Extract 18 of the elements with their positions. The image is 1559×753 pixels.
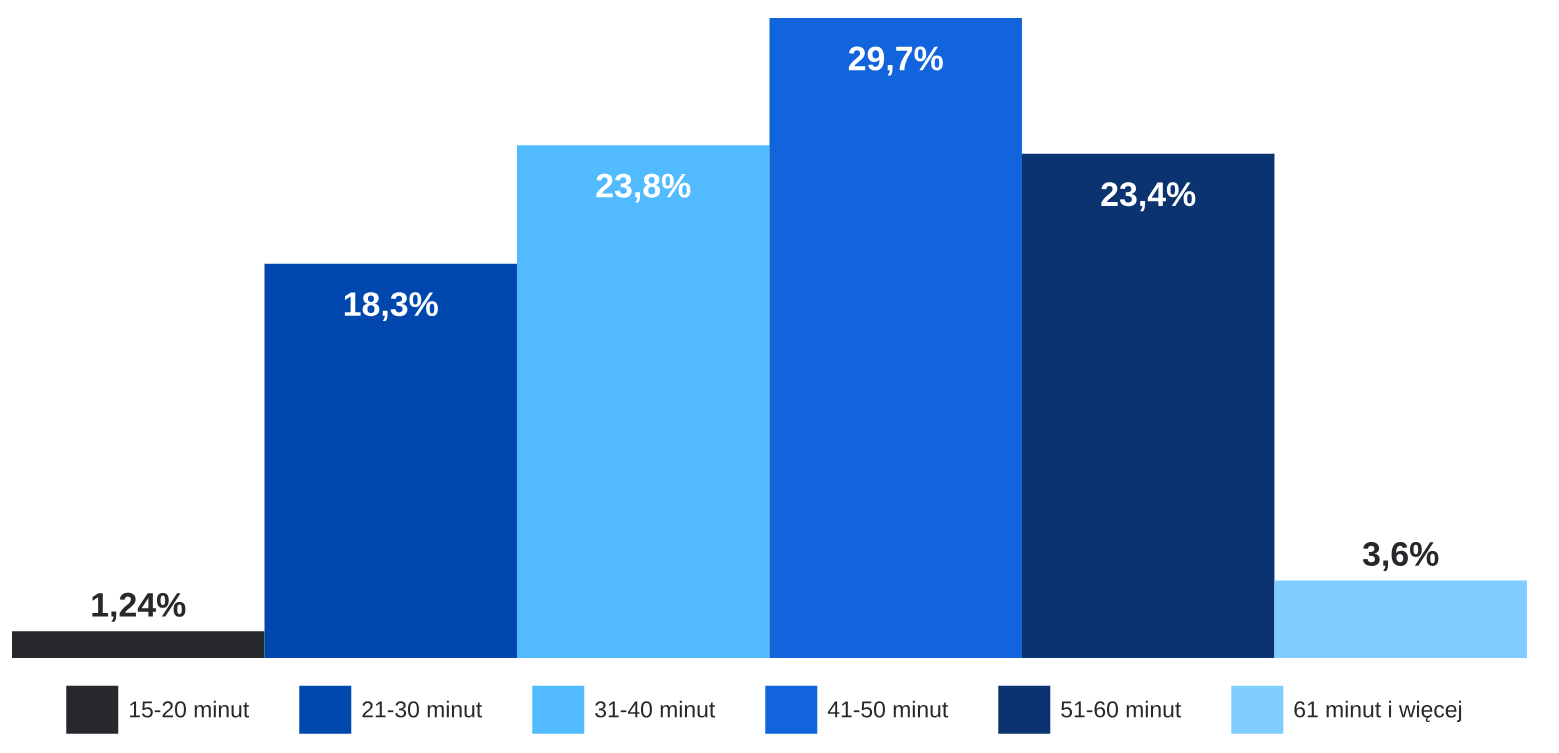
data-label: 23,8%	[596, 173, 691, 203]
data-label: 3,6%	[1362, 542, 1439, 571]
bar	[1021, 153, 1275, 658]
legend-label: 31-40 minut	[595, 700, 716, 718]
bar	[1274, 580, 1527, 658]
bar	[12, 631, 265, 658]
bar	[769, 17, 1022, 658]
data-label: 23,4%	[1101, 182, 1196, 212]
legend-label: 61 minut i więcej	[1294, 700, 1462, 723]
data-label: 29,7%	[848, 46, 943, 76]
legend-label: 41-50 minut	[827, 700, 949, 718]
bar	[516, 145, 770, 658]
data-label: 1,24%	[92, 592, 186, 622]
legend-label: 21-30 minut	[362, 700, 483, 718]
bar	[264, 263, 517, 658]
legend-label: 15-20 minut	[130, 700, 250, 718]
data-label: 18,3%	[344, 292, 438, 322]
legend-label: 51-60 minut	[1061, 700, 1182, 718]
